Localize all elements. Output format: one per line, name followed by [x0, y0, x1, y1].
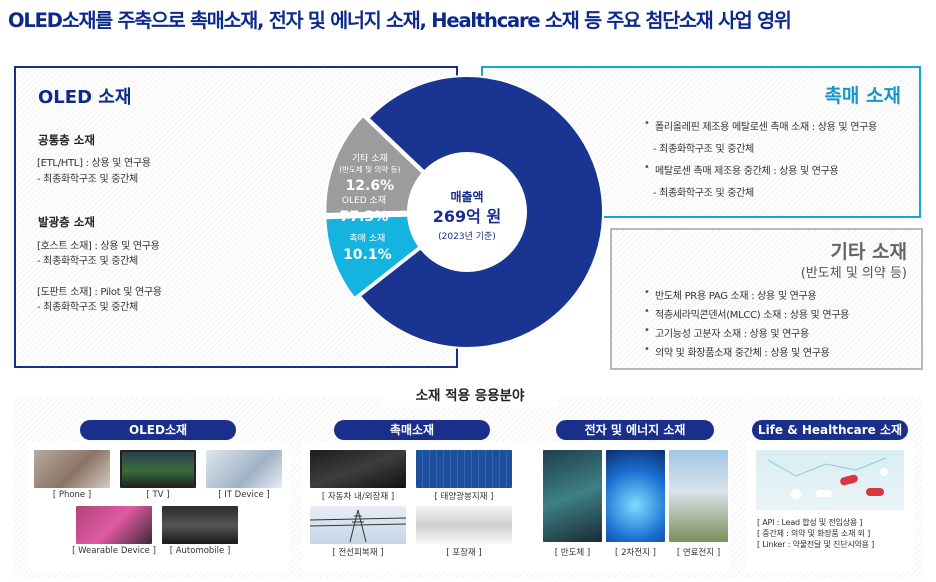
- other-bullet: 의약 및 화장품소재 중간체 : 상용 및 연구용: [644, 344, 830, 359]
- automobile-photo: [162, 506, 238, 544]
- power-line-photo: [309, 506, 407, 544]
- app-group-pill: 촉매소재: [334, 420, 490, 440]
- app-item-caption: [ 자동차 내/외장재 ]: [321, 492, 395, 502]
- app-group-pill: OLED소재: [80, 420, 236, 440]
- app-item-caption: [ 포장재 ]: [446, 548, 482, 558]
- healthcare-note: [ API : Lead 합성 및 전임상용 ]: [757, 518, 863, 527]
- common-layer-heading: 공통층 소재: [38, 133, 95, 147]
- catalyst-panel-title: 촉매 소재: [824, 85, 901, 107]
- other-panel-title: 기타 소재: [830, 241, 907, 263]
- fuel-cell-photo: [669, 450, 728, 542]
- slice-category-label: OLED 소재: [342, 195, 386, 206]
- emission-layer-line: [도판트 소재] : Pilot 및 연구용: [37, 287, 162, 298]
- healthcare-note: [ Linker : 약물전달 및 진단시약용 ]: [757, 540, 875, 549]
- car-interior-photo: [310, 450, 406, 488]
- it-device-photo: [206, 450, 282, 488]
- packaging-film-photo: [416, 506, 512, 544]
- app-item-caption: [ 전선피복재 ]: [332, 548, 384, 558]
- app-item-caption: [ TV ]: [146, 490, 170, 500]
- other-material-panel: 기타 소재 (반도체 및 의약 등) 반도체 PR용 PAG 소재 : 상용 및…: [610, 228, 923, 370]
- semiconductor-photo: [543, 450, 602, 542]
- slice-category-label: 촉매 소재: [349, 233, 385, 244]
- slice-value-label: 77.3%: [340, 209, 389, 225]
- app-item-caption: [ 반도체 ]: [554, 548, 591, 558]
- other-bullet: 적층세라믹콘덴서(MLCC) 소재 : 상용 및 연구용: [644, 306, 849, 321]
- center-note: (2023년 기준): [438, 231, 496, 242]
- app-group-pill: Life & Healthcare 소재: [752, 420, 908, 440]
- other-bullet: 고기능성 고분자 소재 : 상용 및 연구용: [644, 325, 809, 340]
- app-group-pill: 전자 및 에너지 소재: [556, 420, 714, 440]
- center-label: 매출액: [450, 189, 483, 204]
- solar-panel-photo: [416, 450, 512, 488]
- catalyst-bullet: 메탈로센 촉매 제조용 중간체 : 상용 및 연구용: [644, 162, 839, 177]
- catalyst-sub-line: - 최종화학구조 및 중간체: [653, 188, 754, 199]
- slice-category-label: (반도체 및 의약 등): [339, 164, 400, 174]
- app-item-caption: [ Phone ]: [52, 490, 92, 500]
- emission-layer-line: [호스트 소재] : 상용 및 연구용: [37, 241, 160, 252]
- healthcare-photo: [756, 450, 904, 510]
- app-item-caption: [ 태양광봉지재 ]: [434, 492, 494, 502]
- emission-layer-line: - 최종화학구조 및 중간체: [37, 256, 138, 267]
- emission-layer-line: - 최종화학구조 및 중간체: [37, 302, 138, 313]
- slice-labels: OLED 소재 77.3% 촉매 소재 10.1% 기타 소재(반도체 및 의약 등) 1…: [339, 153, 400, 263]
- slice-value-label: 12.6%: [346, 178, 395, 194]
- oled-panel-title: OLED 소재: [38, 87, 132, 108]
- healthcare-note: [ 중간체 : 의약 및 화장품 소재 외 ]: [757, 529, 871, 538]
- pylon-icon: [309, 509, 407, 543]
- catalyst-bullet: 폴리올레핀 제조용 메탈로센 촉매 소재 : 상용 및 연구용: [644, 118, 877, 133]
- app-item-caption: [ IT Device ]: [218, 490, 270, 500]
- emission-layer-heading: 발광층 소재: [38, 215, 95, 229]
- wearable-photo: [76, 506, 152, 544]
- donut-hole: [407, 152, 527, 272]
- app-item-caption: [ 2차전지 ]: [615, 548, 656, 558]
- center-value: 269억 원: [433, 207, 501, 226]
- battery-photo: [606, 450, 665, 542]
- common-layer-line: [ETL/HTL] : 상용 및 연구용: [37, 158, 151, 169]
- common-layer-line: - 최종화학구조 및 중간체: [37, 174, 138, 185]
- page-title: OLED소재를 주축으로 촉매소재, 전자 및 에너지 소재, Healthca…: [8, 9, 792, 32]
- app-item-caption: [ Wearable Device ]: [72, 546, 156, 556]
- tv-photo: [120, 450, 196, 488]
- app-item-caption: [ Automobile ]: [169, 546, 231, 556]
- slice-category-label: 기타 소재: [352, 153, 388, 164]
- phone-photo: [34, 450, 110, 488]
- app-item-caption: [ 연료전지 ]: [676, 548, 721, 558]
- slice-value-label: 10.1%: [343, 247, 392, 263]
- other-bullet: 반도체 PR용 PAG 소재 : 상용 및 연구용: [644, 287, 817, 302]
- sales-donut-chart: 매출액 269억 원 (2023년 기준) OLED 소재 77.3% 촉매 소재 1…: [324, 75, 604, 349]
- applications-title: 소재 적용 응용분야: [382, 385, 558, 407]
- other-panel-subtitle: (반도체 및 의약 등): [800, 266, 907, 281]
- pills-icon: [767, 457, 888, 499]
- catalyst-sub-line: - 최종화학구조 및 중간체: [653, 144, 754, 155]
